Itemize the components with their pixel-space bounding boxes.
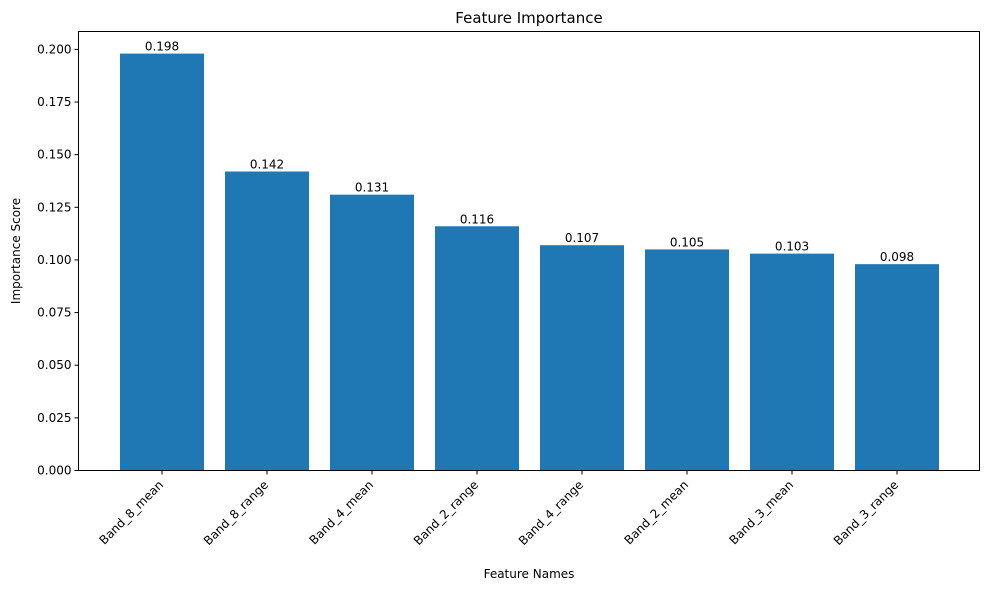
bar-band-8-range (225, 171, 309, 471)
data-label: 0.105 (670, 235, 704, 249)
y-tick-label: 0.100 (37, 253, 71, 267)
data-label: 0.103 (775, 240, 809, 254)
x-tick-label: Band_2_mean (621, 478, 691, 548)
bar-band-3-range (855, 264, 939, 471)
plot-frame (78, 31, 980, 471)
x-axis: Band_8_mean Band_8_range Band_4_mean Band_2… (96, 470, 901, 548)
x-tick-label: Band_3_mean (726, 478, 796, 548)
x-tick-label: Band_4_range (516, 478, 586, 548)
data-label: 0.116 (460, 212, 494, 226)
y-tick-label: 0.200 (37, 42, 71, 56)
data-label: 0.107 (565, 231, 599, 245)
y-tick-label: 0.025 (37, 411, 71, 425)
y-tick-label: 0.150 (37, 148, 71, 162)
data-label: 0.142 (250, 158, 284, 172)
x-axis-label: Feature Names (484, 567, 575, 581)
data-label: 0.098 (880, 250, 914, 264)
chart-title: Feature Importance (455, 9, 602, 27)
x-tick-label: Band_3_range (831, 478, 901, 548)
bar-band-2-range (435, 226, 519, 471)
x-tick-label: Band_8_range (201, 478, 271, 548)
bar-band-2-mean (645, 249, 729, 471)
bar-band-4-mean (330, 194, 414, 471)
y-axis-label: Importance Score (9, 198, 23, 304)
y-tick-label: 0.175 (37, 95, 71, 109)
y-tick-label: 0.000 (37, 464, 71, 478)
bars-group: 0.198 0.142 0.131 0.116 0.107 0.105 0.103 0.098 (120, 40, 939, 471)
x-tick-label: Band_8_mean (96, 478, 166, 548)
bar-band-4-range (540, 245, 624, 471)
y-axis: 0.000 0.025 0.050 0.075 0.100 0.125 0.150 0.175… (37, 42, 79, 478)
x-tick-label: Band_4_mean (306, 478, 376, 548)
data-label: 0.198 (145, 40, 179, 54)
bar-band-3-mean (750, 253, 834, 471)
bar-band-8-mean (120, 53, 204, 471)
x-tick-label: Band_2_range (411, 478, 481, 548)
data-label: 0.131 (355, 181, 389, 195)
y-tick-label: 0.075 (37, 306, 71, 320)
y-tick-label: 0.125 (37, 200, 71, 214)
y-tick-label: 0.050 (37, 358, 71, 372)
